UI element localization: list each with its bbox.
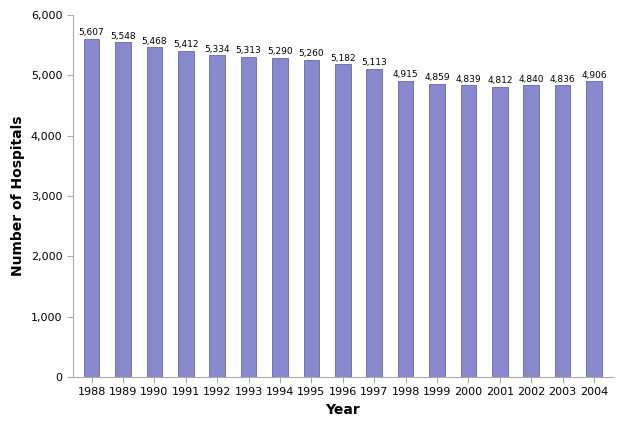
Bar <box>524 85 539 377</box>
Bar <box>461 85 476 377</box>
Text: 4,840: 4,840 <box>519 74 544 83</box>
Bar <box>147 47 162 377</box>
Text: 4,812: 4,812 <box>487 76 512 85</box>
Bar <box>429 84 445 377</box>
Bar <box>397 80 414 377</box>
Bar <box>555 85 570 377</box>
Y-axis label: Number of Hospitals: Number of Hospitals <box>11 116 25 276</box>
Text: 5,334: 5,334 <box>205 45 230 54</box>
Bar <box>303 60 319 377</box>
Text: 4,915: 4,915 <box>392 70 419 79</box>
Text: 5,313: 5,313 <box>236 46 261 55</box>
Text: 5,182: 5,182 <box>330 54 356 63</box>
X-axis label: Year: Year <box>326 403 360 417</box>
Text: 5,260: 5,260 <box>298 49 324 58</box>
Bar <box>272 58 288 377</box>
Bar <box>586 81 602 377</box>
Bar <box>178 51 193 377</box>
Bar <box>84 39 99 377</box>
Bar <box>366 68 382 377</box>
Text: 4,836: 4,836 <box>550 75 575 84</box>
Text: 5,412: 5,412 <box>173 40 198 49</box>
Text: 5,468: 5,468 <box>142 37 167 46</box>
Text: 5,290: 5,290 <box>267 48 293 56</box>
Bar <box>492 87 508 377</box>
Bar <box>115 42 131 377</box>
Text: 4,859: 4,859 <box>424 74 450 83</box>
Text: 5,113: 5,113 <box>361 58 387 67</box>
Bar <box>241 56 256 377</box>
Bar <box>335 65 351 377</box>
Text: 5,607: 5,607 <box>79 28 104 37</box>
Text: 5,548: 5,548 <box>110 32 136 41</box>
Text: 4,906: 4,906 <box>581 71 607 80</box>
Bar <box>209 55 225 377</box>
Text: 4,839: 4,839 <box>456 74 481 83</box>
